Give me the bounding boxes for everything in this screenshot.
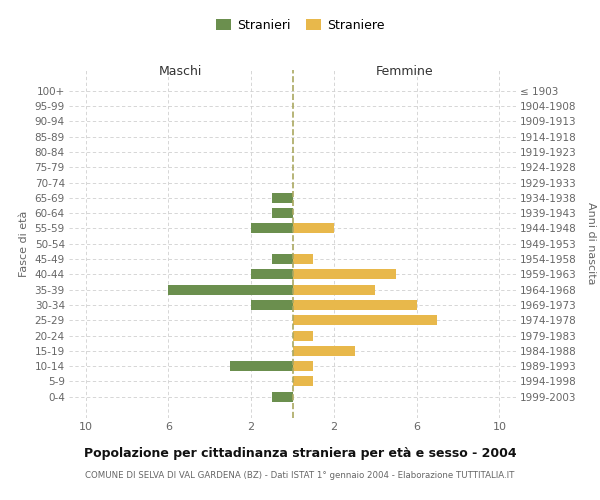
Bar [272, 254, 293, 264]
Text: Femmine: Femmine [376, 65, 433, 78]
Legend: Stranieri, Straniere: Stranieri, Straniere [211, 14, 389, 37]
Bar [293, 376, 313, 386]
Bar [293, 330, 313, 340]
Bar [272, 193, 293, 203]
Text: Popolazione per cittadinanza straniera per età e sesso - 2004: Popolazione per cittadinanza straniera p… [83, 448, 517, 460]
Bar [251, 224, 293, 234]
Bar [230, 361, 293, 371]
Bar [293, 224, 334, 234]
Bar [293, 316, 437, 325]
Text: Maschi: Maschi [159, 65, 202, 78]
Y-axis label: Anni di nascita: Anni di nascita [586, 202, 596, 285]
Text: COMUNE DI SELVA DI VAL GARDENA (BZ) - Dati ISTAT 1° gennaio 2004 - Elaborazione : COMUNE DI SELVA DI VAL GARDENA (BZ) - Da… [85, 471, 515, 480]
Bar [169, 284, 293, 294]
Bar [293, 300, 416, 310]
Bar [293, 254, 313, 264]
Bar [293, 346, 355, 356]
Bar [251, 270, 293, 280]
Bar [272, 392, 293, 402]
Bar [251, 300, 293, 310]
Bar [293, 284, 375, 294]
Bar [293, 361, 313, 371]
Y-axis label: Fasce di età: Fasce di età [19, 210, 29, 277]
Bar [272, 208, 293, 218]
Bar [293, 270, 396, 280]
